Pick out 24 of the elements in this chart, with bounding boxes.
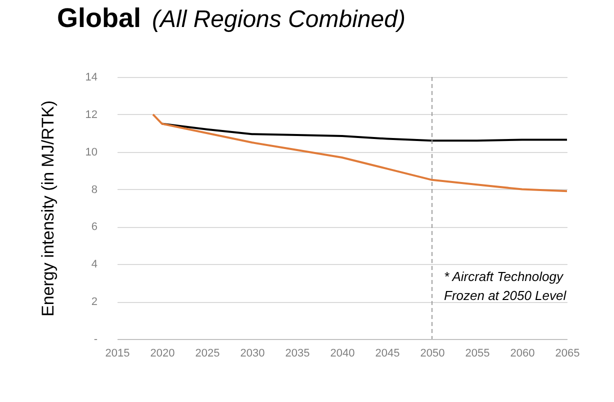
y-tick-label: - <box>94 334 98 346</box>
y-axis-title: Energy intensity (in MJ/RTK) <box>38 100 58 317</box>
y-tick-label: 12 <box>85 108 98 121</box>
x-tick-label: 2055 <box>465 348 490 360</box>
x-tick-label: 2040 <box>330 348 355 360</box>
x-tick-label: 2050 <box>420 348 445 360</box>
line-series <box>152 113 567 192</box>
x-tick-label: 2020 <box>150 348 175 360</box>
chart-title: Global <box>57 3 142 33</box>
x-tick-label: 2025 <box>195 348 220 360</box>
annotation: * Aircraft Technology Frozen at 2050 Level <box>444 269 568 303</box>
x-tick-label: 2060 <box>510 348 535 360</box>
y-tick-label: 8 <box>91 184 98 196</box>
y-tick-label: 10 <box>85 146 98 158</box>
x-tick-label: 2015 <box>105 348 130 360</box>
x-tick-label: 2030 <box>240 348 265 360</box>
y-tick-label: 4 <box>91 258 98 271</box>
x-tick-label: 2065 <box>555 348 580 360</box>
y-tick-label: 2 <box>91 296 98 308</box>
y-tick-label: 14 <box>85 72 98 84</box>
chart-subtitle: (All Regions Combined) <box>152 6 406 33</box>
x-tick-label: 2035 <box>285 348 310 360</box>
x-tick-label: 2045 <box>375 348 400 360</box>
y-tick-label: 6 <box>91 221 98 234</box>
